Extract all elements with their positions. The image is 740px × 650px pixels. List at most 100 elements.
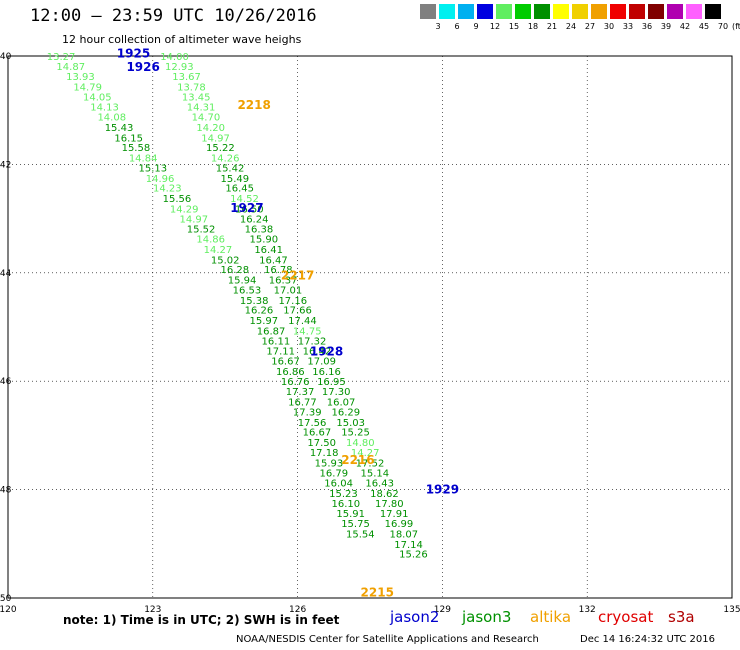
legend-label: 18 [527, 22, 539, 31]
swh-point-label: 16.42 [303, 346, 332, 357]
swh-point-label: 16.78 [264, 265, 293, 276]
legend-swatch [591, 4, 607, 19]
swh-point-label: 16.45 [225, 184, 254, 195]
time-marker-label: 1925 [117, 46, 150, 60]
time-marker-label: 2216 [341, 453, 374, 467]
legend-swatch [496, 4, 512, 19]
swh-point-label: 17.80 [375, 499, 404, 510]
time-marker-label: 1927 [230, 201, 263, 215]
swh-point-label: 17.30 [322, 387, 351, 398]
swh-point-label: 15.49 [221, 174, 250, 185]
legend-swatch [458, 4, 474, 19]
swh-point-label: 16.47 [259, 255, 288, 266]
swh-point-label: 14.84 [129, 153, 158, 164]
swh-point-label: 17.50 [307, 438, 336, 449]
swh-point-label: 17.91 [380, 509, 409, 520]
swh-point-label: 14.23 [153, 184, 182, 195]
x-tick-label: 126 [289, 605, 306, 615]
swh-point-label: 17.44 [288, 316, 317, 327]
swh-point-label: 17.16 [278, 296, 307, 307]
swh-point-label: 15.22 [206, 143, 235, 154]
swh-point-label: 16.77 [288, 397, 317, 408]
legend-swatch [572, 4, 588, 19]
y-tick-label: -46 [0, 377, 12, 387]
swh-point-label: 12.93 [165, 62, 194, 73]
swh-point-label: 13.27 [47, 52, 76, 63]
swh-point-label: 16.37 [269, 275, 298, 286]
swh-point-label: 17.09 [307, 357, 336, 368]
legend-label: 45 [698, 22, 710, 31]
y-tick-label: -50 [0, 594, 12, 604]
time-marker-label: 1929 [426, 483, 459, 497]
plot-frame [7, 55, 733, 599]
swh-point-label: 14.87 [56, 62, 85, 73]
swh-point-label: 16.99 [385, 519, 414, 530]
swh-point-label: 16.67 [303, 428, 332, 439]
swh-point-label: 14.08 [97, 113, 126, 124]
swh-point-label: 17.32 [298, 337, 327, 348]
swh-point-label: 15.13 [138, 164, 167, 175]
legend-label: 24 [565, 22, 577, 31]
swh-point-label: 14.79 [73, 82, 102, 93]
footer-agency: NOAA/NESDIS Center for Satellite Applica… [236, 634, 539, 645]
swh-point-label: 16.24 [240, 215, 269, 226]
satellite-name: s3a [668, 608, 695, 626]
time-marker-label: 1928 [310, 344, 343, 358]
legend-swatch [477, 4, 493, 19]
time-marker-label: 2217 [281, 269, 314, 283]
swh-point-label: 15.23 [329, 489, 358, 500]
satellite-name: altika [530, 608, 572, 626]
swh-point-label: 17.01 [274, 286, 303, 297]
swh-point-label: 14.26 [211, 153, 240, 164]
swh-point-label: 15.42 [216, 164, 245, 175]
legend-swatch [534, 4, 550, 19]
swh-point-label: 16.10 [332, 499, 361, 510]
swh-point-label: 14.13 [90, 102, 119, 113]
swh-point-label: 18.07 [389, 530, 418, 541]
swh-point-label: 16.86 [276, 367, 305, 378]
legend-label: 6 [454, 22, 460, 31]
satellite-name: jason2 [390, 608, 440, 626]
footer-note: note: 1) Time is in UTC; 2) SWH is in fe… [63, 613, 340, 627]
swh-point-label: 14.97 [180, 215, 209, 226]
x-tick-label: 132 [579, 605, 596, 615]
swh-point-label: 16.50 [235, 204, 264, 215]
swh-point-label: 16.15 [114, 133, 143, 144]
swh-point-label: 16.26 [245, 306, 274, 317]
page-subtitle: 12 hour collection of altimeter wave hei… [62, 33, 302, 46]
swh-point-label: 17.11 [266, 346, 295, 357]
swh-point-label: 16.07 [327, 397, 356, 408]
swh-point-label: 14.75 [293, 326, 322, 337]
swh-point-label: 17.37 [286, 387, 315, 398]
swh-point-label: 17.18 [310, 448, 339, 459]
legend-unit: (ft) [731, 22, 740, 31]
swh-point-label: 15.97 [249, 316, 278, 327]
swh-point-label: 15.94 [228, 275, 257, 286]
swh-point-label: 15.43 [105, 123, 134, 134]
swh-point-label: 15.26 [399, 550, 428, 561]
swh-point-label: 14.00 [160, 52, 189, 63]
legend-label: 9 [473, 22, 479, 31]
swh-point-label: 14.31 [187, 102, 216, 113]
swh-point-label: 13.45 [182, 93, 211, 104]
time-marker-label: 1926 [126, 60, 159, 74]
swh-point-label: 16.87 [257, 326, 286, 337]
legend-swatch [629, 4, 645, 19]
swh-point-label: 15.58 [122, 143, 151, 154]
legend-swatch [705, 4, 721, 19]
swh-point-label: 14.97 [201, 133, 230, 144]
legend-label: 12 [489, 22, 501, 31]
swh-point-label: 16.41 [254, 245, 283, 256]
swh-point-label: 16.16 [312, 367, 341, 378]
swh-point-label: 17.56 [298, 418, 327, 429]
y-tick-label: -42 [0, 160, 11, 170]
swh-point-label: 16.28 [221, 265, 250, 276]
swh-point-label: 14.86 [196, 235, 225, 246]
legend-label: 39 [660, 22, 672, 31]
swh-point-label: 15.52 [187, 224, 216, 235]
swh-point-label: 16.95 [317, 377, 346, 388]
swh-point-label: 16.79 [319, 468, 348, 479]
swh-point-label: 15.14 [361, 468, 390, 479]
swh-point-label: 15.56 [163, 194, 192, 205]
swh-point-label: 15.25 [341, 428, 370, 439]
